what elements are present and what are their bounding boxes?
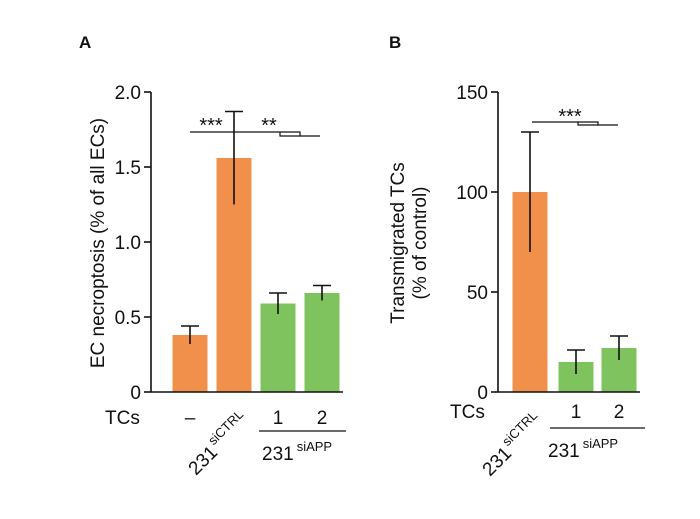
panel-a-group-label: 231 siAPP xyxy=(262,439,332,465)
panel-b-cat-2: 1 xyxy=(571,402,582,423)
y-tick-label: 150 xyxy=(456,83,488,104)
panel-b-label: B xyxy=(389,33,401,52)
panel-a-cat-3: 1 xyxy=(273,408,284,429)
bar xyxy=(260,303,296,392)
panel-b-row-label: TCs xyxy=(450,402,485,423)
y-tick-label: 1.5 xyxy=(115,158,141,179)
panel-a-sig-2-subbracket xyxy=(279,132,300,137)
panel-b-cat-1: 231siCTRL xyxy=(475,408,548,481)
panel-a-sig-2-bracket xyxy=(234,131,320,137)
y-tick-label: 50 xyxy=(467,283,488,304)
panel-a-cat-4: 2 xyxy=(317,408,328,429)
panel-a-bars xyxy=(172,110,340,392)
bar xyxy=(304,293,340,392)
y-tick-label: 0 xyxy=(477,383,488,404)
y-tick-label: 2.0 xyxy=(115,83,141,104)
bar xyxy=(172,335,208,392)
panel-a-sig-1: *** xyxy=(199,115,223,137)
panel-b: B Transmigrated TCs (% of control) 15010… xyxy=(388,33,645,481)
panel-b-cat-3: 2 xyxy=(614,402,625,423)
panel-a-y-axis-title: EC necroptosis (% of all ECs) xyxy=(88,118,109,368)
panel-b-sig-1-bracket xyxy=(532,121,618,126)
y-tick-label: 0 xyxy=(130,383,141,404)
panel-a: A EC necroptosis (% of all ECs) 2.0 1.5 1.… xyxy=(79,33,346,480)
y-tick-label: 1.0 xyxy=(115,233,141,254)
panel-a-label: A xyxy=(79,33,91,52)
y-tick-label: 0.5 xyxy=(115,308,141,329)
panel-a-sig-2: ** xyxy=(261,115,277,137)
panel-a-cat-1: – xyxy=(185,408,196,429)
panel-b-group-label: 231 siAPP xyxy=(548,436,618,462)
y-tick-label: 100 xyxy=(456,183,488,204)
panel-b-y-axis-title-1: Transmigrated TCs xyxy=(388,162,409,324)
panel-b-bars xyxy=(512,131,637,392)
panel-b-y-ticks: 150 100 50 0 xyxy=(456,83,498,404)
panel-a-row-label: TCs xyxy=(105,408,140,429)
panel-b-y-axis-title-2: (% of control) xyxy=(410,187,431,300)
panel-a-y-ticks: 2.0 1.5 1.0 0.5 0 xyxy=(115,83,151,404)
panel-b-sig-1-subbracket xyxy=(577,122,598,126)
